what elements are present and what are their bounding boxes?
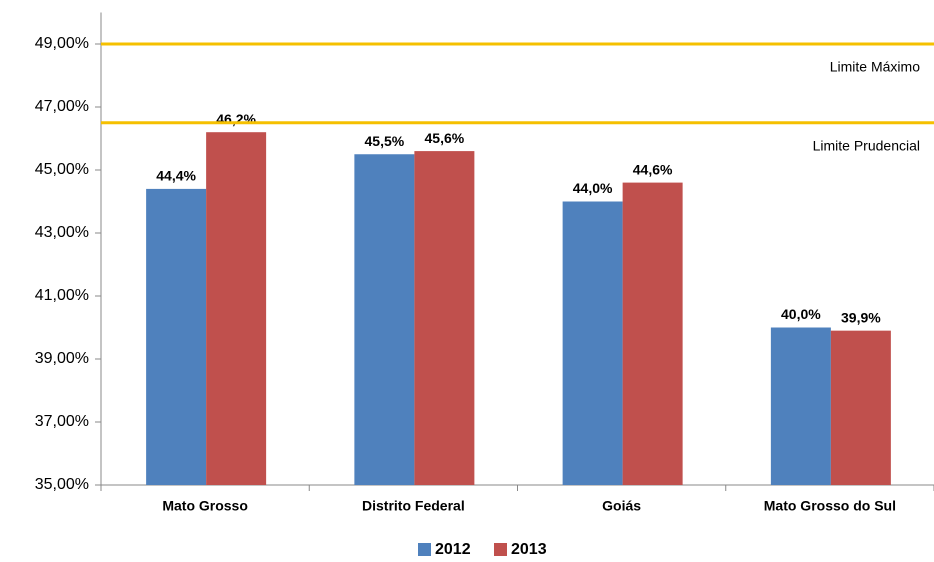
y-tick-label: 39,00% xyxy=(35,350,89,367)
bar xyxy=(622,182,683,485)
value-label: 45,5% xyxy=(365,133,405,149)
value-label: 39,9% xyxy=(841,309,881,325)
x-tick-label: Distrito Federal xyxy=(362,498,465,514)
bar xyxy=(206,132,267,485)
bar xyxy=(146,188,207,485)
bar xyxy=(354,154,415,485)
legend-swatch xyxy=(418,543,431,556)
value-label: 44,4% xyxy=(156,168,196,184)
value-label: 44,6% xyxy=(633,161,673,177)
legend-swatch xyxy=(494,543,507,556)
y-tick-label: 43,00% xyxy=(35,224,89,241)
value-label: 44,0% xyxy=(573,180,613,196)
y-tick-label: 37,00% xyxy=(35,413,89,430)
y-tick-label: 45,00% xyxy=(35,161,89,178)
value-label: 46,2% xyxy=(216,111,256,127)
x-tick-label: Goiás xyxy=(602,498,641,514)
bar xyxy=(770,327,831,485)
y-tick-label: 35,00% xyxy=(35,476,89,493)
bar xyxy=(414,151,475,485)
y-tick-label: 47,00% xyxy=(35,98,89,115)
y-tick-label: 49,00% xyxy=(35,35,89,52)
x-tick-label: Mato Grosso do Sul xyxy=(764,498,896,514)
value-label: 40,0% xyxy=(781,306,821,322)
reference-label: Limite Máximo xyxy=(830,59,920,75)
x-tick-label: Mato Grosso xyxy=(162,498,248,514)
bar xyxy=(830,330,891,485)
value-label: 45,6% xyxy=(425,130,465,146)
legend-label: 2012 xyxy=(435,541,471,558)
reference-label: Limite Prudencial xyxy=(813,137,920,153)
bar xyxy=(562,201,623,485)
legend-label: 2013 xyxy=(511,541,547,558)
y-tick-label: 41,00% xyxy=(35,287,89,304)
